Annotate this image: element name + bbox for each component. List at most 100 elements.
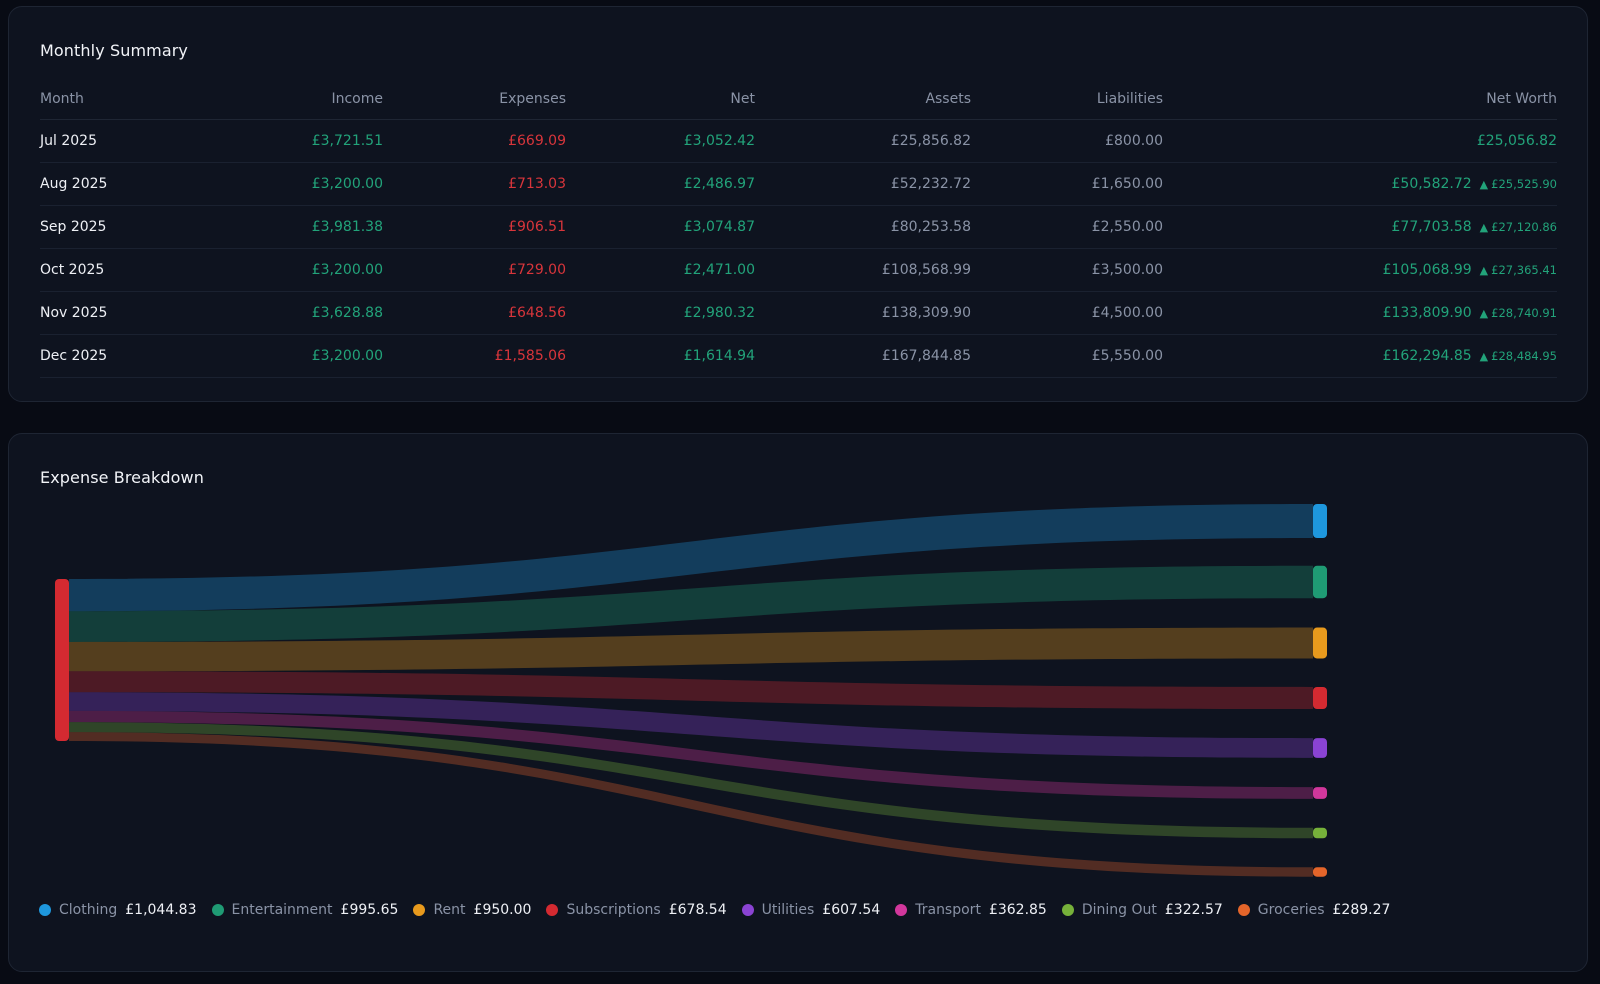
node-dining-out[interactable] [1313,827,1327,839]
legend-label: Rent [433,902,466,918]
triangle-up-icon: ▲ [1479,177,1489,191]
col-income[interactable]: Income [150,79,383,120]
col-net[interactable]: Net [566,79,755,120]
cell-expenses: £713.03 [383,162,566,206]
col-month[interactable]: Month [40,79,150,120]
net-worth-value: £50,582.72 [1391,175,1472,192]
col-expenses[interactable]: Expenses [383,79,566,120]
cell-month: Sep 2025 [40,205,150,249]
legend-label: Entertainment [231,902,333,918]
node-subscriptions[interactable] [1313,686,1327,710]
cell-net-worth: £162,294.85 ▲ £28,484.95 [1163,334,1557,378]
node-entertainment[interactable] [1313,565,1327,599]
node-clothing[interactable] [1313,504,1327,538]
chart-legend: Clothing £1,044.83 Entertainment £995.65 Ren… [39,902,1405,918]
table-header-row: Month Income Expenses Net Assets Liabili… [40,79,1557,120]
net-worth-value: £162,294.85 [1382,347,1472,364]
col-liabilities[interactable]: Liabilities [971,79,1163,120]
delta-value: £27,120.86 [1491,219,1557,234]
cell-liabilities: £1,650.00 [971,162,1163,206]
flow-utilities[interactable] [69,692,1313,758]
table-row[interactable]: Oct 2025 £3,200.00 £729.00 £2,471.00 £108,56… [40,248,1557,292]
flow-clothing[interactable] [69,504,1313,612]
flow-groceries[interactable] [69,732,1313,877]
legend-item[interactable]: Clothing £1,044.83 [39,902,197,918]
table-row[interactable]: Jul 2025 £3,721.51 £669.09 £3,052.42 £25,856… [40,119,1557,163]
net-worth-delta: ▲ £27,120.86 [1480,220,1557,234]
cell-month: Aug 2025 [40,162,150,206]
legend-item[interactable]: Groceries £289.27 [1237,902,1391,918]
col-net-worth[interactable]: Net Worth [1163,79,1557,120]
net-worth-value: £77,703.58 [1391,218,1472,235]
cell-net: £3,052.42 [566,119,755,163]
triangle-up-icon: ▲ [1479,306,1489,320]
cell-net-worth: £133,809.90 ▲ £28,740.91 [1163,291,1557,335]
table-row[interactable]: Sep 2025 £3,981.38 £906.51 £3,074.87 £80,253… [40,205,1557,249]
monthly-summary-card: Monthly Summary Month Income Expenses Ne… [8,6,1588,402]
legend-dot-icon [39,904,51,916]
node-utilities[interactable] [1313,738,1327,758]
legend-label: Utilities [761,902,815,918]
summary-table: Month Income Expenses Net Assets Liabili… [40,79,1557,378]
net-worth-delta: ▲ £25,525.90 [1480,177,1557,191]
cell-expenses: £669.09 [383,119,566,163]
cell-net: £3,074.87 [566,205,755,249]
triangle-up-icon: ▲ [1479,349,1489,363]
cell-net-worth: £77,703.58 ▲ £27,120.86 [1163,205,1557,249]
node-transport[interactable] [1313,787,1327,799]
node-source[interactable] [55,579,69,741]
legend-item[interactable]: Rent £950.00 [413,902,531,918]
legend-value: £995.65 [340,902,399,918]
triangle-up-icon: ▲ [1479,220,1489,234]
cell-assets: £80,253.58 [755,205,971,249]
node-groceries[interactable] [1313,867,1327,877]
net-worth-delta: ▲ £28,740.91 [1480,306,1557,320]
flow-subscriptions[interactable] [69,671,1313,710]
col-assets[interactable]: Assets [755,79,971,120]
legend-item[interactable]: Entertainment £995.65 [211,902,399,918]
cell-net-worth: £50,582.72 ▲ £25,525.90 [1163,162,1557,206]
node-rent[interactable] [1313,627,1327,659]
legend-value: £289.27 [1332,902,1391,918]
legend-value: £1,044.83 [125,902,197,918]
cell-net: £2,486.97 [566,162,755,206]
legend-item[interactable]: Utilities £607.54 [741,902,881,918]
cell-income: £3,200.00 [150,162,383,206]
legend-value: £322.57 [1164,902,1223,918]
cell-income: £3,721.51 [150,119,383,163]
legend-item[interactable]: Dining Out £322.57 [1061,902,1223,918]
legend-label: Subscriptions [566,902,661,918]
legend-item[interactable]: Transport £362.85 [895,902,1047,918]
table-row[interactable]: Aug 2025 £3,200.00 £713.03 £2,486.97 £52,232… [40,162,1557,206]
cell-income: £3,200.00 [150,334,383,378]
legend-dot-icon [1237,904,1250,916]
cell-liabilities: £2,550.00 [971,205,1163,249]
legend-dot-icon [546,904,559,916]
cell-assets: £167,844.85 [755,334,971,378]
legend-value: £607.54 [822,902,881,918]
cell-expenses: £648.56 [383,291,566,335]
cell-assets: £138,309.90 [755,291,971,335]
breakdown-title: Expense Breakdown [40,468,204,487]
net-worth-delta: ▲ £27,365.41 [1480,263,1557,277]
cell-income: £3,628.88 [150,291,383,335]
legend-item[interactable]: Subscriptions £678.54 [546,902,727,918]
legend-label: Transport [915,902,981,918]
flow-entertainment[interactable] [69,565,1313,642]
legend-value: £362.85 [988,902,1047,918]
cell-income: £3,200.00 [150,248,383,292]
table-row[interactable]: Dec 2025 £3,200.00 £1,585.06 £1,614.94 £167,… [40,334,1557,378]
cell-net: £2,980.32 [566,291,755,335]
legend-value: £678.54 [668,902,727,918]
sankey-chart [55,504,1327,877]
flow-dining-out[interactable] [69,722,1313,839]
delta-value: £28,740.91 [1491,305,1557,320]
flow-transport[interactable] [69,710,1313,799]
table-row[interactable]: Nov 2025 £3,628.88 £648.56 £2,980.32 £138,30… [40,291,1557,335]
delta-value: £28,484.95 [1491,348,1557,363]
cell-month: Nov 2025 [40,291,150,335]
legend-label: Clothing [59,902,118,918]
triangle-up-icon: ▲ [1479,263,1489,277]
net-worth-value: £25,056.82 [1476,132,1557,149]
flow-rent[interactable] [69,627,1313,672]
